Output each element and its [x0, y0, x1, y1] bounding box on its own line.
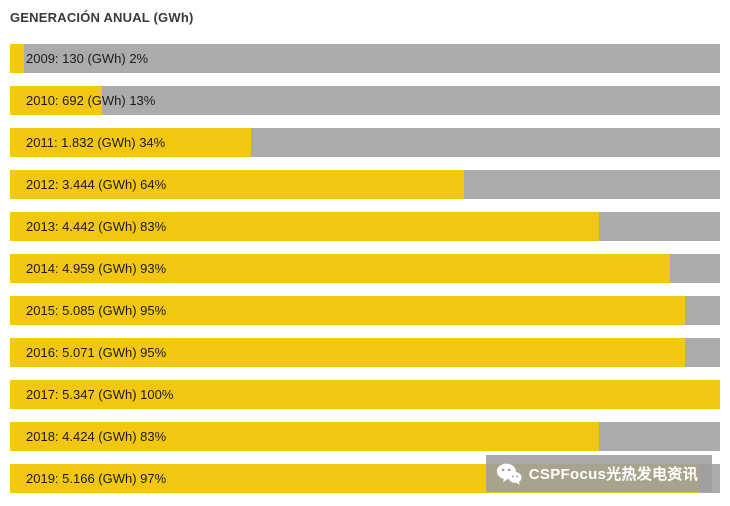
bar-fill [10, 296, 685, 325]
bar-label: 2012: 3.444 (GWh) 64% [26, 177, 167, 192]
bar-row: 2016: 5.071 (GWh) 95% [10, 338, 720, 367]
bar-fill [10, 128, 252, 157]
bar-row: 2009: 130 (GWh) 2% [10, 44, 720, 73]
chart-title: GENERACIÓN ANUAL (GWh) [10, 10, 194, 25]
bar-row: 2017: 5.347 (GWh) 100% [10, 380, 720, 409]
bar-row: 2018: 4.424 (GWh) 83% [10, 422, 720, 451]
bar-row: 2015: 5.085 (GWh) 95% [10, 296, 720, 325]
bar-fill [10, 338, 685, 367]
bar-label: 2018: 4.424 (GWh) 83% [26, 429, 167, 444]
bar-fill [10, 212, 600, 241]
bars-container: 2009: 130 (GWh) 2% 2010: 692 (GWh) 13% 201… [10, 44, 720, 493]
watermark: CSPFocus光热发电资讯 [485, 455, 712, 492]
bar-row: 2012: 3.444 (GWh) 64% [10, 170, 720, 199]
bar-label: 2011: 1.832 (GWh) 34% [26, 135, 166, 150]
bar-label: 2017: 5.347 (GWh) 100% [26, 387, 174, 402]
watermark-text: CSPFocus光热发电资讯 [528, 466, 698, 483]
bar-row: 2013: 4.442 (GWh) 83% [10, 212, 720, 241]
wechat-icon [496, 462, 522, 486]
bar-fill [10, 422, 600, 451]
bar-row: 2014: 4.959 (GWh) 93% [10, 254, 720, 283]
bar-label: 2010: 692 (GWh) 13% [26, 93, 156, 108]
bar-label: 2014: 4.959 (GWh) 93% [26, 261, 167, 276]
bar-label: 2019: 5.166 (GWh) 97% [26, 471, 167, 486]
bar-label: 2016: 5.071 (GWh) 95% [26, 345, 167, 360]
bar-label: 2009: 130 (GWh) 2% [26, 51, 149, 66]
bar-fill [10, 44, 25, 73]
bar-fill [10, 86, 103, 115]
bar-row: 2011: 1.832 (GWh) 34% [10, 128, 720, 157]
bar-row: 2010: 692 (GWh) 13% [10, 86, 720, 115]
bar-fill [10, 170, 465, 199]
bar-label: 2015: 5.085 (GWh) 95% [26, 303, 167, 318]
bar-fill [10, 380, 720, 409]
bar-fill [10, 254, 671, 283]
bar-label: 2013: 4.442 (GWh) 83% [26, 219, 167, 234]
